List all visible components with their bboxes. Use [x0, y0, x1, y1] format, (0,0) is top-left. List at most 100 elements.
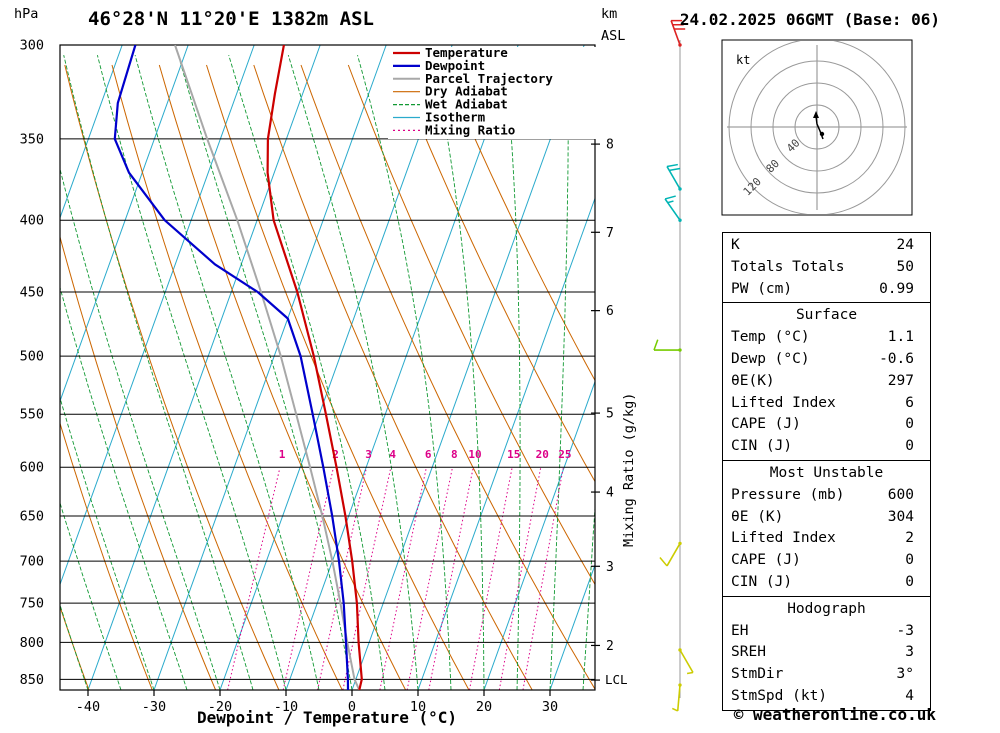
stat-value: 3° — [896, 666, 914, 683]
svg-text:25: 25 — [558, 448, 571, 461]
stat-label: Lifted Index — [731, 394, 836, 411]
svg-text:450: 450 — [20, 284, 44, 300]
stat-label: PW (cm) — [731, 280, 793, 297]
stat-row: θE(K) 297 — [723, 371, 930, 393]
svg-text:550: 550 — [20, 407, 44, 423]
svg-text:-20: -20 — [208, 699, 232, 715]
stat-label: StmSpd (kt) — [731, 687, 828, 704]
dewpoint-curve — [113, 45, 350, 690]
svg-text:Wet Adiabat: Wet Adiabat — [425, 97, 508, 112]
svg-text:6: 6 — [606, 304, 614, 319]
stat-value: 0.99 — [879, 280, 914, 297]
stat-value: 0 — [905, 573, 914, 590]
svg-text:0: 0 — [348, 699, 356, 715]
stat-row: StmDir 3° — [723, 664, 930, 686]
svg-text:-30: -30 — [142, 699, 166, 715]
svg-text:6: 6 — [425, 448, 432, 461]
svg-text:Parcel Trajectory: Parcel Trajectory — [425, 71, 553, 86]
svg-text:3: 3 — [365, 448, 372, 461]
section-title: Hodograph — [787, 600, 866, 617]
station-title: 46°28'N 11°20'E 1382m ASL — [88, 8, 374, 30]
stat-value: 4 — [905, 687, 914, 704]
stat-row: CAPE (J) 0 — [723, 414, 930, 436]
lcl-label: LCL — [605, 672, 628, 687]
svg-text:800: 800 — [20, 635, 44, 651]
mixing-ratio-axis-label: Mixing Ratio (g/kg) — [621, 393, 637, 547]
stat-label: Dewp (°C) — [731, 350, 810, 367]
svg-text:3: 3 — [606, 560, 614, 575]
stats-panel: K 24 Totals Totals 50 PW (cm) 0.99 Surface … — [722, 232, 931, 711]
stat-row: CIN (J) 0 — [723, 572, 930, 594]
axis-titles-layer: hPa km ASL LCL Mixing Ratio (g/kg) Dewpo… — [14, 6, 750, 727]
svg-text:650: 650 — [20, 508, 44, 524]
svg-text:850: 850 — [20, 672, 44, 688]
stat-row: CAPE (J) 0 — [723, 550, 930, 572]
stat-value: 24 — [896, 237, 914, 253]
stat-label: Lifted Index — [731, 530, 836, 547]
stat-row: Totals Totals 50 — [723, 257, 930, 279]
svg-text:20: 20 — [536, 448, 549, 461]
stat-label: CAPE (J) — [731, 552, 801, 569]
stat-value: -0.6 — [879, 350, 914, 367]
svg-text:300: 300 — [20, 38, 44, 54]
svg-text:500: 500 — [20, 349, 44, 365]
stat-value: 2 — [905, 530, 914, 547]
stat-row: Dewp (°C) -0.6 — [723, 349, 930, 371]
svg-text:10: 10 — [468, 448, 481, 461]
svg-text:Temperature: Temperature — [425, 45, 508, 60]
svg-text:4: 4 — [389, 448, 396, 461]
stat-value: 600 — [887, 486, 914, 503]
svg-text:8: 8 — [451, 448, 458, 461]
stat-label: CAPE (J) — [731, 416, 801, 433]
most-unstable-section: Most Unstable Pressure (mb) 600 θE (K) 304… — [722, 459, 931, 597]
stat-label: θE(K) — [731, 372, 775, 389]
axis-ticks-layer: 300350400450500550600650700750800850-40-… — [20, 38, 614, 716]
svg-text:2: 2 — [332, 448, 339, 461]
svg-text:7: 7 — [606, 226, 614, 241]
stat-row: StmSpd (kt) 4 — [723, 686, 930, 708]
stat-value: 304 — [887, 508, 914, 525]
stat-row: Pressure (mb) 600 — [723, 485, 930, 507]
parcel-trajectory-curve — [174, 45, 361, 690]
stat-row: EH -3 — [723, 621, 930, 643]
svg-text:Dry Adiabat: Dry Adiabat — [425, 84, 508, 99]
wind-barb-column — [653, 19, 694, 712]
stat-row: CIN (J) 0 — [723, 436, 930, 458]
svg-text:2: 2 — [606, 639, 614, 654]
stat-label: CIN (J) — [731, 438, 793, 455]
svg-text:4: 4 — [606, 486, 614, 501]
stat-value: -3 — [896, 622, 914, 639]
svg-text:750: 750 — [20, 596, 44, 612]
hodograph-unit-label: kt — [736, 53, 750, 67]
stat-label: StmDir — [731, 666, 784, 683]
svg-text:10: 10 — [410, 699, 426, 715]
stat-label: Pressure (mb) — [731, 486, 845, 503]
stat-value: 0 — [905, 438, 914, 455]
indices-section: K 24 Totals Totals 50 PW (cm) 0.99 — [722, 232, 931, 304]
pressure-grid-layer — [59, 44, 596, 691]
stat-row: K 24 — [723, 235, 930, 257]
svg-text:Dewpoint: Dewpoint — [425, 58, 485, 73]
svg-text:-10: -10 — [274, 699, 298, 715]
stat-label: θE (K) — [731, 508, 784, 525]
stat-label: SREH — [731, 644, 766, 661]
stat-value: 297 — [887, 372, 914, 389]
section-title: Most Unstable — [769, 464, 884, 481]
stat-label: Temp (°C) — [731, 329, 810, 346]
copyright-link[interactable]: © weatheronline.co.uk — [733, 705, 936, 724]
svg-text:80: 80 — [764, 157, 783, 176]
stat-value: 6 — [905, 394, 914, 411]
svg-text:8: 8 — [606, 138, 614, 153]
sounding-profiles-layer — [113, 45, 363, 690]
svg-text:700: 700 — [20, 554, 44, 570]
svg-text:1: 1 — [279, 448, 286, 461]
pressure-axis-unit: hPa — [14, 6, 38, 22]
stat-label: Totals Totals — [731, 258, 845, 275]
temperature-axis-label: Dewpoint / Temperature (°C) — [197, 708, 457, 727]
svg-text:5: 5 — [606, 407, 614, 422]
hodograph-section: Hodograph EH -3 SREH 3 StmDir 3° StmSpd (kt… — [722, 595, 931, 711]
section-title: Surface — [795, 307, 858, 324]
altitude-axis-unit-asl: ASL — [601, 28, 625, 44]
